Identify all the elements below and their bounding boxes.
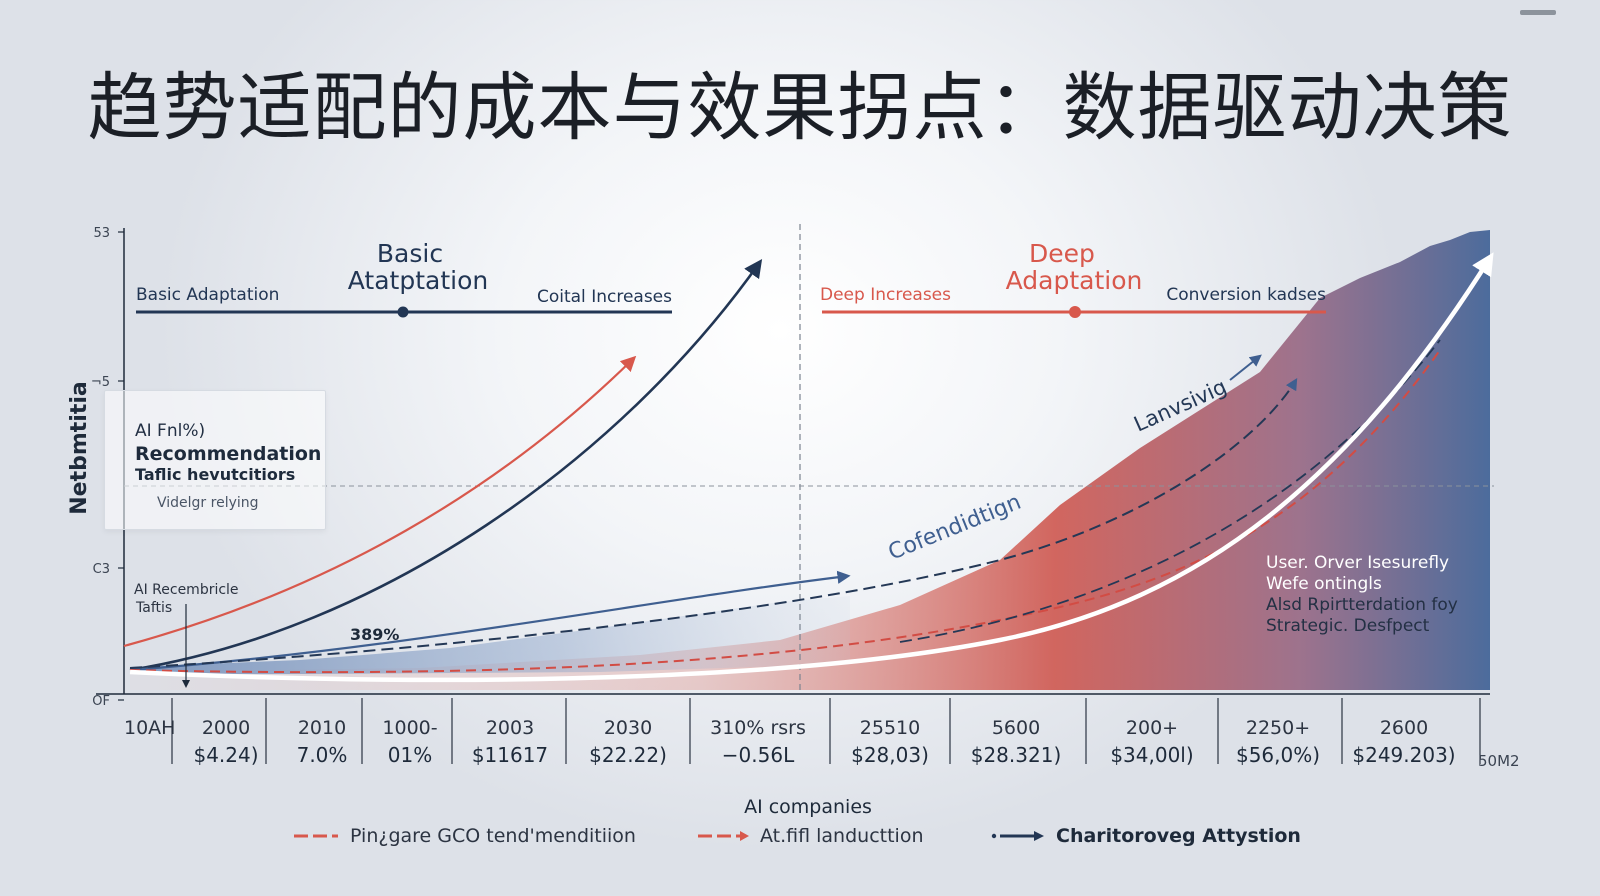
percent-label: 389%	[350, 625, 399, 644]
y-tick-label: ¬5	[91, 375, 110, 390]
basic-right-label: Coital Increases	[537, 287, 672, 307]
legend-item-3: Charitoroveg Attystion	[990, 824, 1301, 848]
x-tick-label: 2010	[298, 717, 346, 739]
legend-label-3: Charitoroveg Attystion	[1056, 825, 1301, 847]
x-tick-label: 200+	[1126, 717, 1178, 739]
deep-left-label: Deep Increases	[820, 285, 951, 305]
x-tick-value: $28,03)	[851, 743, 929, 767]
x-tick-value: $28.321)	[971, 743, 1062, 767]
x-extra-label: 50M2	[1478, 752, 1520, 770]
ai-recomm-pointer-head	[182, 680, 190, 688]
y-tick-label: OF	[92, 694, 110, 709]
x-tick-label: 2250+	[1246, 717, 1310, 739]
ai-recomm-label-1: AI Recembricle	[134, 582, 239, 598]
growth-area	[130, 230, 1490, 690]
series-white-curve	[129, 252, 1494, 683]
x-axis-label: AI companies	[744, 796, 872, 818]
strategy-note: User. Orver Isesurefly Wefe ontingls Als…	[1266, 553, 1458, 637]
legend-label-2: At.fifl landucttion	[760, 825, 924, 847]
corner-mark	[1520, 10, 1556, 15]
y-tick-label: C3	[93, 562, 110, 577]
series-navy-dashed-2	[899, 339, 1441, 643]
note-line3: Alsd Rpirtterdation foy	[1266, 595, 1458, 615]
x-tick-value: $11617	[472, 743, 548, 767]
legend-item-2: At.fifl landucttion	[696, 824, 924, 848]
blue-band	[130, 596, 850, 674]
x-tick-value: $22.22)	[589, 743, 667, 767]
legend-item-1: Pin¿gare GCO tend'menditiion	[292, 824, 636, 848]
x-tick-value: $4.24)	[193, 743, 258, 767]
x-tick-label: 10AH	[124, 717, 175, 739]
x-tick-label: 2000	[202, 717, 250, 739]
recommendation-box-line1: AI Fnl%)	[135, 421, 206, 441]
series-navy-dashed	[129, 377, 1298, 669]
deep-right-label: Conversion kadses	[1166, 285, 1326, 305]
x-tick-label: 2600	[1380, 717, 1428, 739]
page-title: 趋势适配的成本与效果拐点：数据驱动决策	[87, 65, 1513, 151]
legend-dot-arrow-icon	[991, 831, 1044, 841]
basic-left-label: Basic Adaptation	[136, 285, 279, 305]
x-tick-value: $249.203)	[1352, 743, 1455, 767]
x-tick-value: $34,00l)	[1110, 743, 1193, 767]
x-tick-value: −0.56L	[722, 743, 795, 767]
basic-bar-dot	[397, 306, 409, 318]
x-tick-value: 01%	[388, 743, 432, 767]
confendidtign-label: Cofendidtign	[885, 490, 1025, 566]
recommendation-box: AI Fnl%) Recommendation Taflic hevutciti…	[104, 390, 326, 530]
recommendation-box-line3: Taflic hevutcitiors	[135, 465, 296, 484]
y-axis-label: Netbmtitia	[67, 381, 92, 514]
note-line1: User. Orver Isesurefly	[1266, 553, 1450, 573]
x-tick-label: 2003	[486, 717, 534, 739]
note-line2: Wefe ontingls	[1266, 574, 1382, 594]
x-tick-label: 310% rsrs	[710, 717, 806, 739]
recommendation-box-title: Recommendation	[135, 443, 322, 465]
x-tick-value: 7.0%	[297, 743, 348, 767]
x-tick-label: 1000-	[382, 717, 437, 739]
x-tick-label: 2030	[604, 717, 652, 739]
note-line4: Strategic. Desfpect	[1266, 616, 1430, 636]
x-tick-label: 5600	[992, 717, 1040, 739]
basic-title-1: Basic	[377, 239, 443, 268]
basic-title-2: Atatptation	[348, 266, 488, 295]
deep-title-2: Adaptation	[1006, 266, 1143, 295]
small-blue-arrow	[1229, 354, 1262, 381]
x-tick-label: 25510	[860, 717, 920, 739]
series-navy-line	[129, 259, 763, 672]
series-red-line	[123, 355, 637, 648]
legend-label-1: Pin¿gare GCO tend'menditiion	[350, 825, 636, 847]
deep-bar-dot	[1069, 306, 1081, 318]
legend-dash-icon	[294, 834, 338, 838]
ai-recomm-label-2: Taftis	[135, 600, 172, 616]
deep-title-1: Deep	[1029, 239, 1095, 268]
recommendation-box-line4: Videlgr relying	[157, 495, 259, 511]
y-tick-label: 53	[93, 226, 110, 241]
legend-dash-arrow-icon	[698, 831, 749, 841]
x-tick-value: $56,0%)	[1236, 743, 1320, 767]
